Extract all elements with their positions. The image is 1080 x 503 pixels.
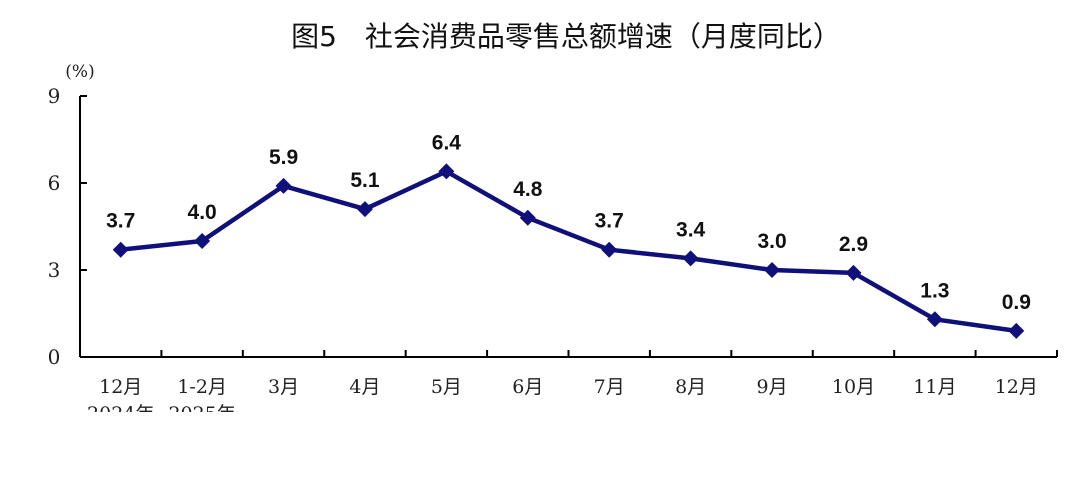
data-label: 3.7 [595,210,624,233]
x-tick-label: 3月 [268,376,299,398]
axes [79,95,1058,358]
data-point-marker [845,264,862,281]
x-tick-label: 10月 [832,376,875,398]
y-tick-label: 0 [48,345,61,369]
data-point-marker [1008,322,1025,339]
data-label: 3.4 [676,218,706,241]
data-label: 4.0 [188,201,217,224]
x-tick-labels: 12月 1-2月 3月 4月 5月 6月 7月 8月 9月 10月 11月 12月 [99,376,1038,398]
x-tick-label: 4月 [349,376,380,398]
y-tick-label: 9 [48,84,61,108]
data-label: 4.8 [513,178,543,201]
x-tick-label: 9月 [756,376,787,398]
data-point-marker [519,209,536,226]
data-point-marker [275,177,292,194]
data-label: 3.0 [757,230,786,253]
y-axis-unit: (%) [65,62,94,82]
data-point-marker [112,241,129,258]
data-label: 2.9 [839,233,868,256]
data-label: 6.4 [432,131,462,154]
data-point-marker [356,201,373,218]
x-year-note: 2024年 [87,403,154,425]
data-label: 3.7 [106,210,135,233]
x-tick-label: 7月 [594,376,625,398]
y-tick-label: 3 [48,258,61,282]
chart-title: 图5 社会消费品零售总额增速（月度同比） [291,20,841,53]
data-point-marker [682,250,699,267]
data-label: 5.1 [350,169,380,192]
data-label: 1.3 [920,279,949,302]
x-tick-label: 12月 [99,376,142,398]
data-labels: 3.7 4.0 5.9 5.1 6.4 4.8 3.7 3.4 3.0 2.9 1.3 0.9 [106,131,1031,314]
data-point-marker [438,163,455,180]
data-label: 5.9 [269,146,298,169]
x-tick-label: 1-2月 [177,376,227,398]
x-tick-label: 12月 [995,376,1038,398]
data-label: 0.9 [1002,291,1031,314]
series-line [120,169,1017,334]
data-point-marker [194,233,211,249]
x-tick-label: 11月 [913,376,956,398]
x-year-note: 2025年 [168,403,235,425]
series-group [112,163,1025,339]
x-tick-label: 6月 [512,376,543,398]
y-tick-labels: 0 3 6 9 [48,84,61,369]
x-year-notes: 2024年 2025年 [87,403,236,425]
x-tick-label: 8月 [675,376,706,398]
x-tick-label: 5月 [431,376,462,398]
data-point-marker [764,262,781,278]
y-tick-label: 6 [48,171,61,195]
data-point-marker [601,241,618,258]
data-point-marker [926,311,943,328]
